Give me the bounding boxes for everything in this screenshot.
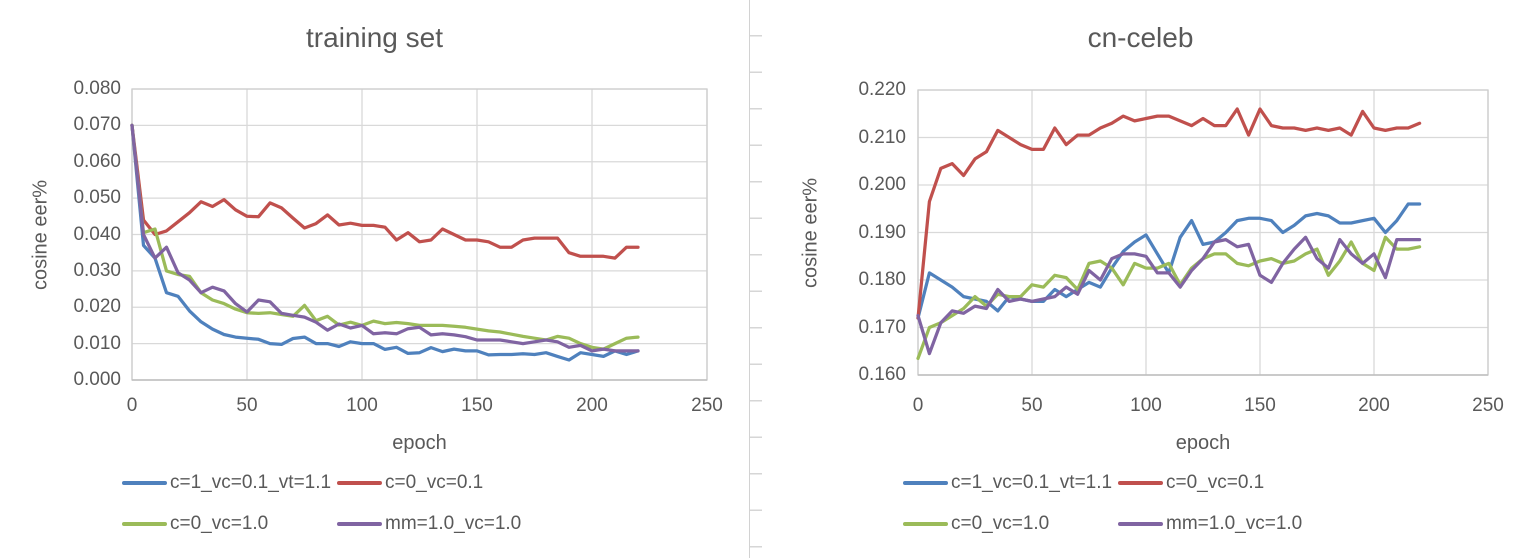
x-tick-label: 50	[1021, 395, 1043, 416]
chart-title: training set	[306, 22, 443, 53]
legend-item-mm=1.0_vc=1.0: mm=1.0_vc=1.0	[1118, 513, 1302, 535]
chart-title: cn-celeb	[1087, 22, 1194, 53]
x-tick-label: 0	[126, 395, 138, 416]
legend-label: c=0_vc=0.1	[1166, 472, 1265, 493]
y-tick-label: 0.190	[858, 221, 906, 243]
y-tick-label: 0.180	[858, 269, 906, 290]
y-tick-label: 0.160	[858, 364, 906, 385]
series-line-c=1_vc=0.1_vt=1.1	[130, 123, 640, 362]
x-tick-label: 200	[576, 395, 608, 416]
legend-line-swatch	[337, 480, 382, 486]
legend-line-swatch	[903, 480, 948, 486]
y-tick-label: 0.050	[73, 187, 121, 209]
legend-line-swatch	[337, 521, 382, 527]
legend-item-c=0_vc=0.1: c=0_vc=0.1	[1118, 472, 1264, 494]
y-tick-label: 0.170	[858, 316, 906, 338]
legend-label: mm=1.0_vc=1.0	[385, 513, 522, 534]
legend-line-swatch	[903, 521, 948, 527]
legend-item-c=0_vc=1.0: c=0_vc=1.0	[903, 513, 1049, 535]
legend-line-swatch	[1118, 480, 1163, 486]
series-line-c=0_vc=0.1	[916, 107, 1422, 320]
chart-training-set: training set 0.080 0.070 0.060 0.050 0.040 0.…	[0, 0, 749, 558]
legend-label: mm=1.0_vc=1.0	[1166, 513, 1303, 534]
y-tick-label: 0.200	[858, 174, 906, 195]
y-axis-title: cosine eer%	[29, 179, 51, 290]
y-tick-label: 0.040	[73, 223, 121, 245]
x-tick-label: 150	[1244, 395, 1276, 416]
legend-item-c=0_vc=1.0: c=0_vc=1.0	[122, 513, 268, 535]
y-tick-label: 0.210	[858, 126, 906, 148]
x-tick-label: 250	[691, 395, 723, 416]
x-tick-label: 200	[1358, 395, 1390, 416]
plot-area	[130, 88, 708, 381]
y-tick-label: 0.060	[73, 150, 121, 172]
plot-area	[916, 89, 1489, 376]
legend-item-c=1_vc=0.1_vt=1.1: c=1_vc=0.1_vt=1.1	[903, 472, 1112, 494]
y-tick-label: 0.020	[73, 296, 121, 318]
x-tick-label: 150	[461, 395, 493, 416]
legend-line-swatch	[122, 480, 167, 486]
spreadsheet-cells-strip	[749, 0, 763, 558]
x-tick-label: 100	[1130, 395, 1162, 416]
x-tick-label: 0	[912, 395, 924, 416]
x-tick-label: 250	[1472, 395, 1504, 416]
chart-cn-celeb: cn-celeb 0.220 0.210 0.200 0.190 0.180 0.170 0…	[762, 0, 1519, 558]
y-tick-label: 0.000	[73, 369, 121, 390]
series-line-mm=1.0_vc=1.0	[130, 123, 640, 353]
y-tick-label: 0.080	[73, 78, 121, 99]
x-tick-label: 100	[346, 395, 378, 416]
legend-label: c=0_vc=0.1	[385, 472, 484, 493]
y-tick-label: 0.010	[73, 332, 121, 354]
series-line-c=0_vc=1.0	[130, 123, 640, 351]
legend-label: c=1_vc=0.1_vt=1.1	[170, 472, 332, 493]
series-line-mm=1.0_vc=1.0	[916, 235, 1422, 356]
y-axis-title: cosine eer%	[799, 177, 821, 288]
x-tick-label: 50	[236, 395, 258, 416]
y-tick-label: 0.030	[73, 259, 121, 281]
legend-line-swatch	[1118, 521, 1163, 527]
legend-label: c=0_vc=1.0	[170, 513, 269, 534]
legend-item-c=1_vc=0.1_vt=1.1: c=1_vc=0.1_vt=1.1	[122, 472, 331, 494]
legend-line-swatch	[122, 521, 167, 527]
legend-label: c=1_vc=0.1_vt=1.1	[951, 472, 1113, 493]
x-axis-title: epoch	[1175, 432, 1231, 454]
y-tick-label: 0.070	[73, 114, 121, 136]
y-tick-label: 0.220	[858, 79, 906, 100]
legend-label: c=0_vc=1.0	[951, 513, 1050, 534]
legend-item-mm=1.0_vc=1.0: mm=1.0_vc=1.0	[337, 513, 521, 535]
series-line-c=0_vc=0.1	[130, 123, 640, 260]
x-axis-title: epoch	[392, 432, 447, 454]
legend-item-c=0_vc=0.1: c=0_vc=0.1	[337, 472, 483, 494]
